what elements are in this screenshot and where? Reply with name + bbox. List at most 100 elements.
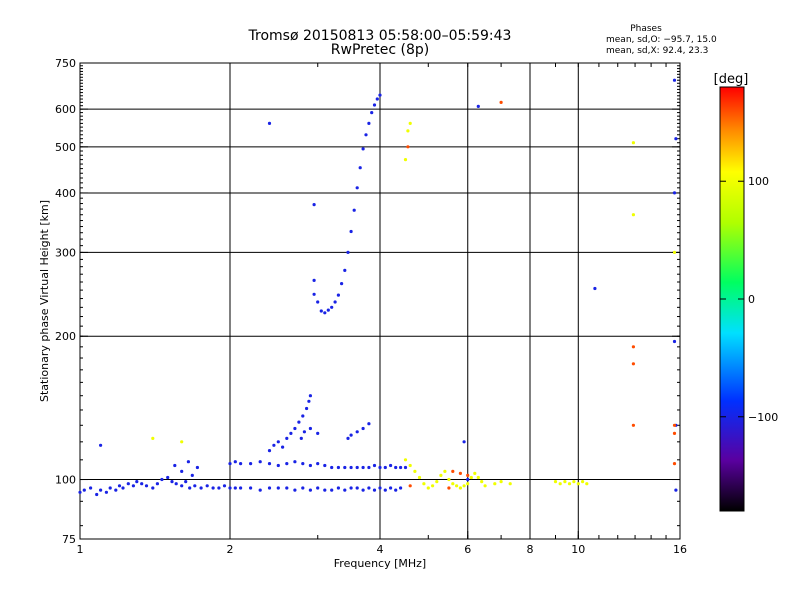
o-mode-echo-point [336,293,340,297]
o-mode-echo-point [367,465,371,470]
o-mode-echo-point [372,103,377,107]
o-mode-echo-point [186,460,190,464]
o-mode-echo-point [476,104,480,108]
o-mode-echo-point [217,486,221,490]
x-mode-echo-point [563,480,567,484]
o-mode-echo-point [326,308,330,312]
o-mode-echo-point [333,300,337,304]
o-mode-echo-point [674,488,678,492]
o-mode-echo-point [394,488,398,492]
x-mode-echo-point [455,484,459,488]
x-mode-echo-point [458,471,462,475]
o-mode-echo-point [180,484,184,488]
o-mode-echo-point [301,414,305,418]
o-mode-echo-point [228,486,232,490]
o-mode-echo-point [281,445,285,449]
o-mode-echo-point [375,97,379,101]
o-mode-echo-point [323,488,327,492]
o-mode-echo-point [352,208,356,212]
y-tick-label: 400 [55,187,76,200]
o-mode-echo-point [674,137,678,141]
o-mode-echo-point [180,469,184,473]
o-mode-echo-point [399,465,403,470]
o-mode-echo-point [114,488,118,492]
x-mode-echo-point [417,475,422,480]
x-mode-echo-point [508,482,512,486]
o-mode-echo-point [301,486,305,490]
y-axis-label: Stationary phase Virtual Height [km] [38,200,51,402]
o-mode-echo-point [151,486,155,490]
o-mode-echo-point [170,480,174,484]
o-mode-echo-point [383,465,387,470]
o-mode-echo-point [144,484,149,488]
o-mode-echo-point [293,460,297,464]
o-mode-echo-point [343,488,347,492]
o-mode-echo-point [267,121,272,125]
o-mode-echo-point [233,460,237,464]
o-mode-echo-point [131,484,135,488]
o-mode-echo-point [336,486,340,490]
o-mode-echo-point [672,191,677,195]
o-mode-echo-point [343,465,347,470]
x-mode-echo-point [435,480,439,484]
x-mode-echo-point [631,362,636,366]
x-mode-echo-point [406,145,410,149]
grid-layer [80,63,680,539]
o-mode-echo-point [193,484,197,488]
colorbar-label: [deg] [714,72,749,87]
y-tick-label: 200 [55,330,76,343]
x-tick-layer: 1 2 4 6 8 10 16 [77,63,687,556]
o-mode-echo-point [389,486,393,490]
o-mode-echo-point [82,488,86,492]
o-mode-echo-point [267,462,272,466]
o-mode-echo-point [104,490,108,494]
o-mode-echo-point [389,463,393,468]
x-mode-echo-point [408,484,412,488]
x-mode-echo-point [447,486,451,490]
o-mode-echo-point [301,462,305,466]
x-mode-echo-point [408,121,412,125]
o-mode-echo-point [140,482,144,486]
o-mode-echo-point [173,463,177,468]
o-mode-echo-point [672,339,677,344]
x-mode-echo-point [476,475,480,480]
o-mode-echo-point [346,250,350,254]
x-mode-echo-point [473,471,477,475]
x-mode-echo-point [451,482,455,486]
x-mode-echo-point [672,250,677,254]
colorbar-tick-layer: −100 0 100 [720,175,778,424]
x-tick-label: 4 [377,543,384,556]
o-mode-echo-point [378,486,382,490]
o-mode-echo-point [308,426,312,431]
o-mode-echo-point [305,406,309,411]
o-mode-echo-point [135,480,139,484]
chart-subtitle: RwPretec (8p) [331,42,429,58]
o-mode-echo-point [361,465,365,470]
o-mode-echo-point [361,488,365,492]
x-mode-echo-point [483,484,487,488]
o-mode-echo-point [349,465,353,470]
x-mode-echo-point [581,480,585,484]
o-mode-echo-point [340,282,344,286]
o-mode-echo-point [308,463,312,468]
o-mode-echo-point [319,309,323,313]
o-mode-echo-point [367,422,371,426]
o-mode-echo-point [361,426,365,431]
o-mode-echo-point [346,436,350,440]
o-mode-echo-point [672,78,677,82]
o-mode-echo-point [372,488,377,492]
x-mode-echo-point [672,431,677,435]
o-mode-echo-point [211,486,215,490]
o-mode-echo-point [285,486,289,490]
o-mode-echo-point [299,436,303,440]
o-mode-echo-point [285,436,289,440]
y-tick-label: 100 [55,474,76,487]
o-mode-echo-point [222,484,227,488]
o-mode-echo-point [99,488,103,492]
x-mode-echo-point [672,423,677,427]
o-mode-echo-point [184,480,188,484]
o-mode-echo-point [343,268,347,272]
o-mode-echo-point [188,486,192,490]
o-mode-echo-point [378,93,382,97]
o-mode-echo-point [593,286,597,291]
